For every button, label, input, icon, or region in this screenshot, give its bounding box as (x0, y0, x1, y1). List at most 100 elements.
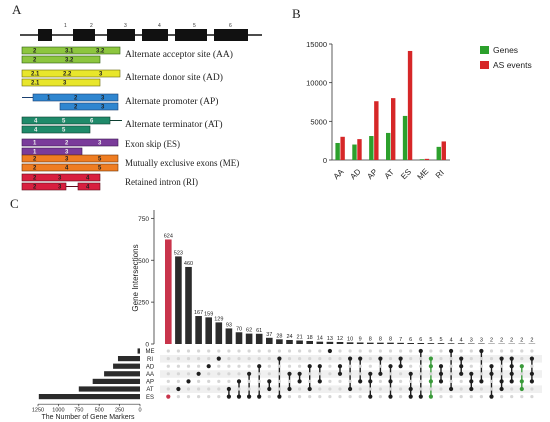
membership-dot (337, 371, 343, 376)
gene-exon-number: 2 (90, 23, 93, 29)
panel-letter-a: A (12, 2, 22, 17)
intersection-count-label: 62 (246, 328, 252, 334)
membership-dot (338, 357, 342, 361)
set-label: ES (146, 395, 154, 401)
membership-dot (399, 379, 403, 383)
membership-dot (388, 372, 393, 376)
membership-dot (529, 379, 535, 384)
set-label: RI (147, 357, 153, 363)
membership-dot (196, 371, 201, 376)
membership-dot (257, 387, 261, 391)
legend-label: AS events (493, 60, 532, 70)
intersection-bar (306, 340, 313, 344)
membership-dot (510, 395, 514, 399)
membership-dot (308, 372, 312, 376)
membership-dot (227, 379, 231, 383)
set-size-bar (137, 348, 140, 354)
membership-dot (337, 364, 343, 369)
membership-dot (308, 357, 312, 361)
membership-dot (428, 364, 433, 369)
membership-dot (176, 364, 180, 368)
membership-dot (267, 395, 271, 399)
membership-dot (429, 387, 433, 391)
membership-dot (409, 379, 413, 383)
intersection-count-label: 2 (530, 338, 533, 344)
y-tick-label: 750 (138, 216, 149, 223)
membership-dot (207, 387, 211, 391)
aa-exon-number: 2 (33, 58, 37, 64)
membership-dot (176, 395, 180, 399)
intersection-count-label: 61 (256, 328, 262, 334)
membership-dot (388, 379, 393, 384)
intersection-count-label: 6 (419, 337, 422, 343)
membership-dot (469, 395, 473, 399)
intersection-bar (407, 342, 414, 344)
intersection-count-label: 8 (379, 337, 382, 343)
membership-dot (428, 356, 433, 361)
membership-dot (197, 387, 201, 391)
y-axis-title: Gene Intersections (131, 244, 140, 311)
x-tick-label: AP (365, 167, 379, 181)
intersection-count-label: 21 (297, 334, 303, 340)
membership-dot (308, 395, 312, 399)
es-exon-number: 1 (33, 150, 37, 156)
intersection-bar (417, 342, 425, 344)
membership-dot (186, 372, 191, 376)
intersection-bar (286, 339, 293, 344)
membership-dot (186, 364, 191, 368)
membership-dot (509, 356, 514, 361)
ri-exon-number: 3 (58, 185, 62, 191)
membership-dot (237, 387, 241, 391)
membership-dot (489, 371, 494, 376)
aa-exon-block (21, 46, 121, 55)
membership-dot (509, 371, 514, 376)
intersection-count-label: 5 (429, 337, 432, 343)
membership-dot (409, 349, 413, 353)
bar-as-events (441, 141, 446, 160)
legend-swatch (480, 46, 489, 54)
intersection-count-label: 93 (226, 322, 232, 328)
membership-dot (479, 364, 483, 368)
intersection-count-label: 13 (327, 336, 333, 342)
membership-dot (489, 379, 494, 383)
membership-dot (176, 357, 180, 361)
set-size-tick-label: 250 (115, 408, 124, 414)
membership-dot (519, 364, 524, 369)
intersection-bar (377, 342, 384, 344)
es-exon-number: 2 (65, 141, 69, 147)
gene-exon-2 (73, 29, 95, 41)
membership-dot (530, 395, 534, 399)
membership-dot (479, 348, 484, 354)
membership-dot (328, 379, 332, 383)
intersection-bar (235, 332, 243, 344)
gene-exon-4 (142, 29, 168, 41)
intersection-bar (427, 343, 435, 344)
membership-dot (509, 379, 514, 384)
set-size-bar (113, 363, 140, 369)
intersection-count-label: 18 (307, 335, 313, 341)
membership-dot (520, 349, 524, 353)
y-tick-label: 0 (323, 156, 327, 165)
membership-dot (469, 357, 473, 361)
x-tick-label: AT (383, 168, 396, 181)
membership-dot (318, 357, 322, 361)
membership-dot (438, 379, 444, 384)
event-label-aa: Alternate acceptor site (AA) (125, 50, 233, 60)
set-label: ME (146, 349, 155, 355)
at-exon-number: 4 (34, 119, 38, 125)
membership-dot (277, 372, 281, 376)
es-exon-block (21, 147, 83, 156)
membership-dot (399, 395, 403, 399)
membership-dot (459, 364, 464, 369)
intersection-bar (356, 342, 364, 344)
intersection-bar (296, 340, 303, 344)
intersection-count-label: 2 (510, 338, 513, 344)
event-label-ri: Retained intron (RI) (125, 177, 198, 187)
membership-dot (519, 379, 524, 384)
bar-as-events (407, 50, 413, 160)
membership-dot (368, 364, 372, 368)
membership-dot (469, 349, 473, 353)
gene-model: 1 2 3 4 5 6 (20, 23, 262, 41)
me-exon-block (21, 163, 119, 172)
membership-dot (419, 364, 423, 368)
